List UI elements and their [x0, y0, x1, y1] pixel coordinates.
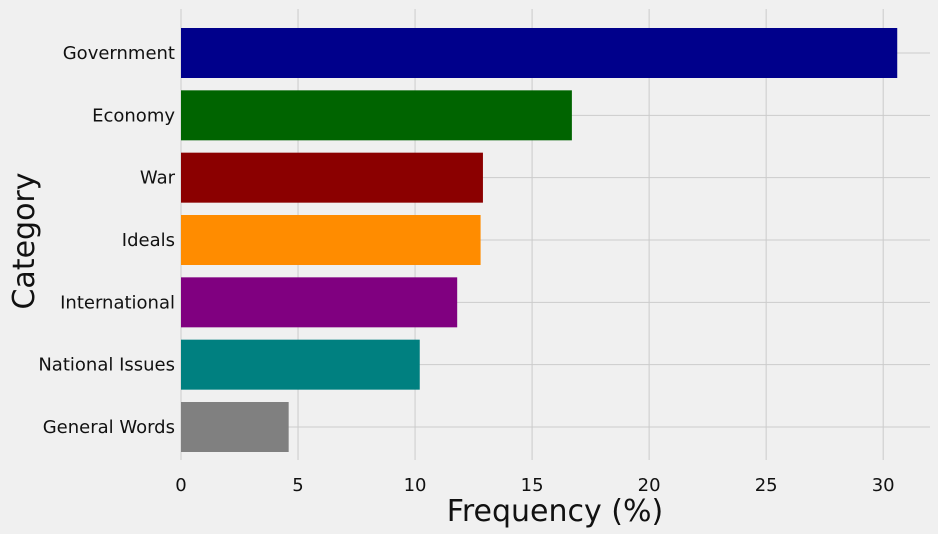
y-tick-label: General Words [43, 417, 175, 438]
bar-ideals [181, 215, 481, 265]
y-tick-label: Ideals [122, 230, 175, 251]
y-tick-label: Economy [92, 105, 175, 126]
bar-government [181, 28, 898, 78]
bar-international [181, 277, 458, 328]
bar-general-words [181, 402, 289, 452]
bar-national-issues [181, 339, 420, 390]
y-axis-label: Category [7, 172, 42, 309]
x-tick-label: 15 [521, 475, 544, 496]
y-tick-label: War [140, 168, 176, 189]
x-tick-label: 20 [638, 475, 661, 496]
bar-economy [181, 90, 572, 141]
x-tick-label: 0 [175, 475, 186, 496]
x-tick-label: 10 [404, 475, 427, 496]
y-tick-label: Government [63, 43, 175, 64]
bar-war [181, 152, 483, 203]
bars [181, 28, 898, 452]
y-tick-label: National Issues [38, 355, 175, 376]
x-tick-label: 25 [755, 475, 778, 496]
x-tick-label: 5 [292, 475, 303, 496]
y-tick-label: International [60, 292, 175, 313]
x-tick-label: 30 [872, 475, 895, 496]
x-axis-label: Frequency (%) [447, 494, 663, 529]
x-tick-labels: 0 5 10 15 20 25 30 [175, 475, 894, 496]
y-tick-labels: Government Economy War Ideals International N… [38, 43, 175, 438]
